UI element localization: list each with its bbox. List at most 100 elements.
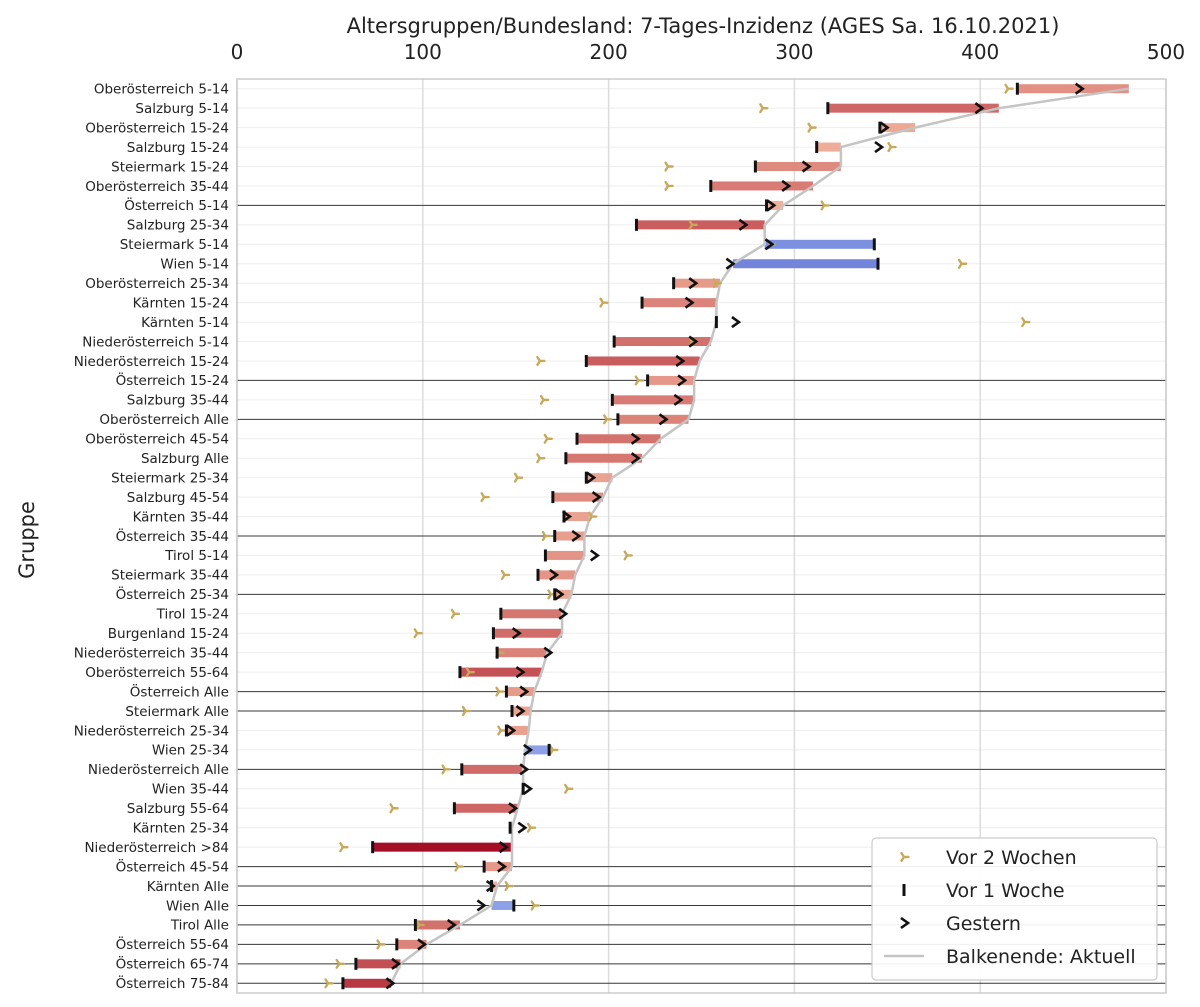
bar (396, 939, 427, 949)
y-tick-label: Niederösterreich 15-24 (74, 354, 229, 370)
y-tick-label: Tirol 5-14 (164, 548, 229, 564)
vor-2-wochen-marker-shape (441, 764, 451, 775)
legend-label: Vor 2 Wochen (946, 847, 1077, 869)
gestern-marker (1074, 82, 1085, 95)
gestern-marker (874, 141, 885, 154)
vor-2-wochen-marker (500, 569, 511, 580)
vor-2-wochen-marker-shape (664, 180, 674, 191)
gestern-marker (554, 588, 565, 601)
gestern-marker (673, 393, 684, 406)
vor-2-wochen-marker-shape (536, 355, 546, 367)
bar (552, 492, 604, 502)
vor-2-wochen-marker-shape (623, 550, 633, 561)
gestern-marker (589, 549, 600, 562)
vor-2-wochen-marker (564, 783, 574, 794)
bar (565, 453, 643, 463)
y-tick-label: Salzburg 25-34 (127, 218, 229, 234)
vor-2-wochen-marker (599, 297, 609, 308)
y-tick-label: Steiermark 25-34 (111, 470, 229, 486)
x-axis-ticks: 0 100 200 300 400 500 (231, 40, 1185, 64)
trend-line (390, 87, 1129, 984)
bar (461, 764, 524, 774)
vor-2-wochen-marker-shape (1021, 317, 1031, 328)
gestern-marker (879, 121, 890, 134)
bar (827, 103, 999, 113)
bar (372, 842, 512, 852)
legend-vor-2-wochen-marker (900, 851, 910, 863)
bar (879, 123, 916, 133)
bar (554, 531, 585, 541)
y-tick-label: Steiermark Alle (125, 704, 229, 720)
y-tick-label: Wien Alle (166, 898, 229, 914)
gestern-marker (523, 743, 534, 756)
vor-2-wochen-marker-shape (376, 939, 386, 950)
vor-2-wochen-marker-shape (324, 978, 334, 989)
vor-2-wochen-marker (759, 103, 769, 114)
bar (647, 375, 695, 385)
y-tick-label: Salzburg 55-64 (127, 801, 229, 817)
y-tick-label: Niederösterreich 35-44 (74, 645, 229, 661)
gestern-marker (485, 879, 496, 893)
bar (1017, 84, 1129, 94)
gestern-marker (571, 529, 582, 543)
gestern-marker (385, 977, 396, 990)
vor-2-wochen-marker (376, 939, 386, 950)
vor-2-wochen-marker (634, 375, 645, 386)
y-tick-label: Oberösterreich 45-54 (85, 432, 229, 448)
y-tick-label: Tirol Alle (170, 918, 229, 934)
gestern-marker (731, 316, 742, 329)
vor-2-wochen-marker (339, 842, 349, 853)
y-tick-label: Österreich 45-54 (116, 857, 229, 875)
y-tick-label: Wien 35-44 (152, 782, 229, 798)
y-tick-label: Steiermark 15-24 (111, 159, 229, 175)
vor-2-wochen-marker-shape (664, 161, 674, 172)
vor-2-wochen-marker-shape (712, 278, 723, 289)
gestern-marker (801, 160, 812, 173)
y-tick-label: Österreich 35-44 (116, 527, 229, 545)
vor-2-wochen-marker (539, 394, 550, 405)
vor-2-wochen-marker-shape (603, 414, 613, 425)
vor-2-wochen-marker-shape (335, 958, 345, 969)
vor-2-wochen-marker (541, 530, 552, 542)
gestern-marker (391, 957, 402, 970)
bar (497, 648, 548, 658)
y-tick-label: Österreich 55-64 (116, 935, 229, 953)
bar (755, 162, 841, 172)
y-tick-label: Österreich 25-34 (116, 585, 229, 603)
vor-2-wochen-marker-shape (415, 919, 425, 930)
gestern-marker (506, 724, 517, 737)
vor-2-wochen-marker (712, 278, 723, 289)
vor-2-wochen-marker (454, 861, 464, 872)
gestern-marker (766, 199, 777, 212)
vor-2-wochen-marker (465, 667, 475, 678)
vor-2-wochen-marker (549, 744, 559, 755)
vor-2-wochen-marker-shape (549, 744, 559, 755)
y-tick-label: Kärnten 15-24 (133, 295, 229, 311)
y-tick-label: Oberösterreich 15-24 (85, 120, 229, 136)
y-axis-label: Gruppe (15, 501, 39, 579)
y-tick-label: Burgenland 15-24 (108, 626, 229, 642)
vor-2-wochen-marker-shape (634, 375, 645, 386)
y-tick-label: Oberösterreich 55-64 (85, 665, 229, 681)
legend-box (871, 837, 1158, 981)
y-tick-label: Niederösterreich >84 (84, 840, 229, 856)
y-tick-label: Kärnten 5-14 (141, 315, 229, 331)
bar (564, 512, 591, 522)
vor-2-wochen-marker (820, 200, 830, 211)
y-tick-label: Österreich 65-74 (116, 955, 229, 973)
bar (415, 920, 460, 930)
y-tick-label: Steiermark 35-44 (111, 568, 229, 584)
vor-2-wochen-marker (588, 511, 598, 522)
y-tick-label: Oberösterreich 35-44 (85, 179, 229, 195)
vor-2-wochen-marker (664, 180, 674, 191)
vor-2-wochen-marker-shape (389, 803, 399, 814)
vor-2-wochen-marker-shape (465, 667, 475, 678)
vor-2-wochen-marker (688, 219, 698, 230)
gestern-marker (515, 704, 526, 718)
bar (612, 395, 695, 405)
y-tick-label: Salzburg 35-44 (127, 393, 229, 409)
gestern-marker (446, 918, 457, 931)
bar (493, 628, 563, 638)
gestern-marker (562, 510, 573, 523)
vor-2-wochen-marker (536, 355, 546, 367)
